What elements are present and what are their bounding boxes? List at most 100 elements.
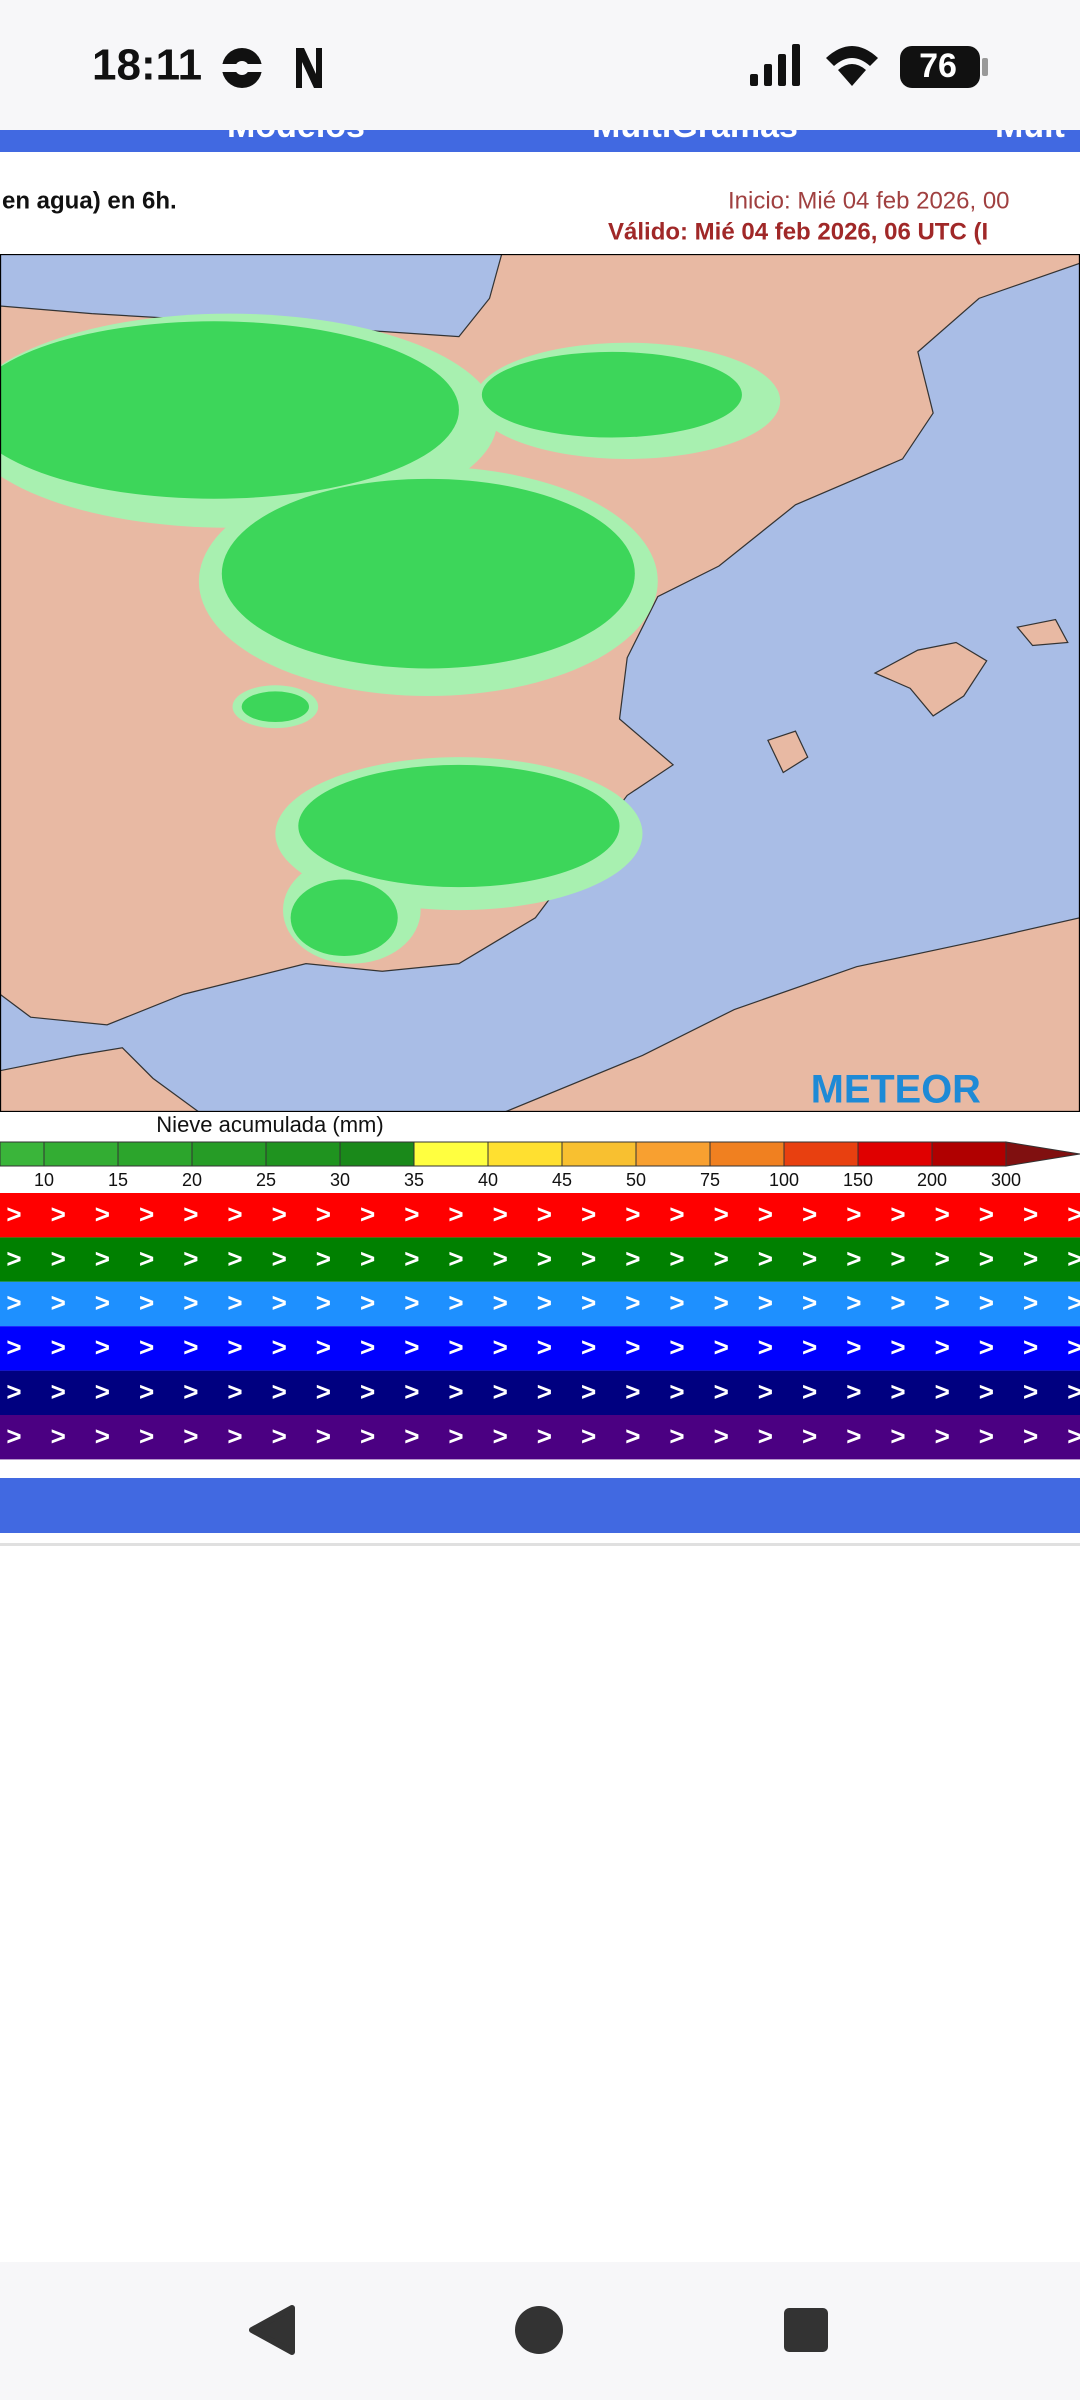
arrow: > [890, 1288, 905, 1318]
arrow: > [802, 1421, 817, 1451]
arrow: > [95, 1421, 110, 1451]
legend: 10 15 20 25 30 35 40 45 50 75 100 150 200 300 [0, 1141, 1080, 1190]
arrow: > [6, 1332, 21, 1362]
arrow: > [183, 1332, 198, 1362]
arrow: > [272, 1376, 287, 1406]
arrow: > [493, 1376, 508, 1406]
map: METEOR [0, 254, 1080, 1112]
arrow: > [139, 1421, 154, 1451]
arrow: > [714, 1421, 729, 1451]
arrow: > [758, 1421, 773, 1451]
arrow: > [316, 1421, 331, 1451]
arrow: > [846, 1376, 861, 1406]
arrow: > [272, 1421, 287, 1451]
arrow: > [227, 1243, 242, 1273]
arrow: > [448, 1243, 463, 1273]
arrow: > [537, 1376, 552, 1406]
arrow: > [537, 1199, 552, 1229]
arrow: > [6, 1243, 21, 1273]
arrow: > [1023, 1288, 1038, 1318]
legend-title: Nieve acumulada (mm) [156, 1112, 383, 1137]
recents-button[interactable] [784, 2308, 828, 2352]
legend-swatch [0, 1141, 45, 1167]
arrow: > [669, 1332, 684, 1362]
arrow: > [183, 1376, 198, 1406]
arrow: > [537, 1288, 552, 1318]
arrow: > [404, 1376, 419, 1406]
legend-swatch [561, 1141, 637, 1167]
divider [0, 1543, 1080, 1546]
legend-swatch [191, 1141, 267, 1167]
arrow: > [935, 1332, 950, 1362]
arrow: > [448, 1421, 463, 1451]
arrow: > [979, 1332, 994, 1362]
arrow: > [846, 1421, 861, 1451]
arrow: > [6, 1376, 21, 1406]
home-button[interactable] [515, 2306, 563, 2354]
legend-label: 200 [917, 1170, 947, 1190]
arrow: > [404, 1243, 419, 1273]
arrow-row [0, 1370, 1080, 1415]
arrow: > [714, 1243, 729, 1273]
arrow: > [227, 1332, 242, 1362]
arrow: > [890, 1243, 905, 1273]
arrow: > [360, 1421, 375, 1451]
legend-arrow [1005, 1141, 1080, 1167]
arrow: > [493, 1288, 508, 1318]
arrow: > [935, 1288, 950, 1318]
arrow: > [581, 1243, 596, 1273]
arrow: > [272, 1199, 287, 1229]
arrow: > [272, 1332, 287, 1362]
arrow: > [404, 1288, 419, 1318]
arrow: > [95, 1376, 110, 1406]
battery-level: 76 [919, 47, 957, 85]
arrow: > [802, 1199, 817, 1229]
legend-label: 15 [108, 1170, 128, 1190]
arrow: > [890, 1421, 905, 1451]
arrow: > [1067, 1376, 1080, 1406]
arrow: > [669, 1288, 684, 1318]
legend-swatch [487, 1141, 563, 1167]
arrow: > [139, 1288, 154, 1318]
legend-swatch [117, 1141, 193, 1167]
arrow: > [448, 1288, 463, 1318]
arrow: > [404, 1199, 419, 1229]
arrow: > [537, 1243, 552, 1273]
arrow: > [890, 1332, 905, 1362]
arrow: > [802, 1243, 817, 1273]
arrow: > [360, 1332, 375, 1362]
back-button[interactable] [249, 2305, 295, 2355]
arrow: > [139, 1243, 154, 1273]
arrow: > [448, 1332, 463, 1362]
arrow: > [493, 1243, 508, 1273]
arrow-row [0, 1415, 1080, 1460]
arrow: > [890, 1376, 905, 1406]
arrow: > [6, 1288, 21, 1318]
arrow: > [1023, 1199, 1038, 1229]
legend-swatch [931, 1141, 1007, 1167]
arrow: > [669, 1199, 684, 1229]
arrow: > [581, 1376, 596, 1406]
arrow: > [846, 1243, 861, 1273]
arrow: > [1067, 1199, 1080, 1229]
arrow: > [935, 1243, 950, 1273]
arrow: > [979, 1288, 994, 1318]
header-valid: Válido: Mié 04 feb 2026, 06 UTC (I [608, 218, 988, 245]
header-start: Inicio: Mié 04 feb 2026, 00 [728, 187, 1010, 214]
legend-swatch [413, 1141, 489, 1167]
arrow: > [714, 1288, 729, 1318]
legend-label: 45 [552, 1170, 572, 1190]
arrow: > [1067, 1332, 1080, 1362]
arrow: > [6, 1421, 21, 1451]
arrow: > [758, 1243, 773, 1273]
arrow: > [1067, 1288, 1080, 1318]
arrow: > [1023, 1243, 1038, 1273]
legend-swatch [635, 1141, 711, 1167]
arrow: > [360, 1288, 375, 1318]
arrow: > [581, 1199, 596, 1229]
arrow: > [404, 1332, 419, 1362]
legend-label: 30 [330, 1170, 350, 1190]
legend-swatch [339, 1141, 415, 1167]
